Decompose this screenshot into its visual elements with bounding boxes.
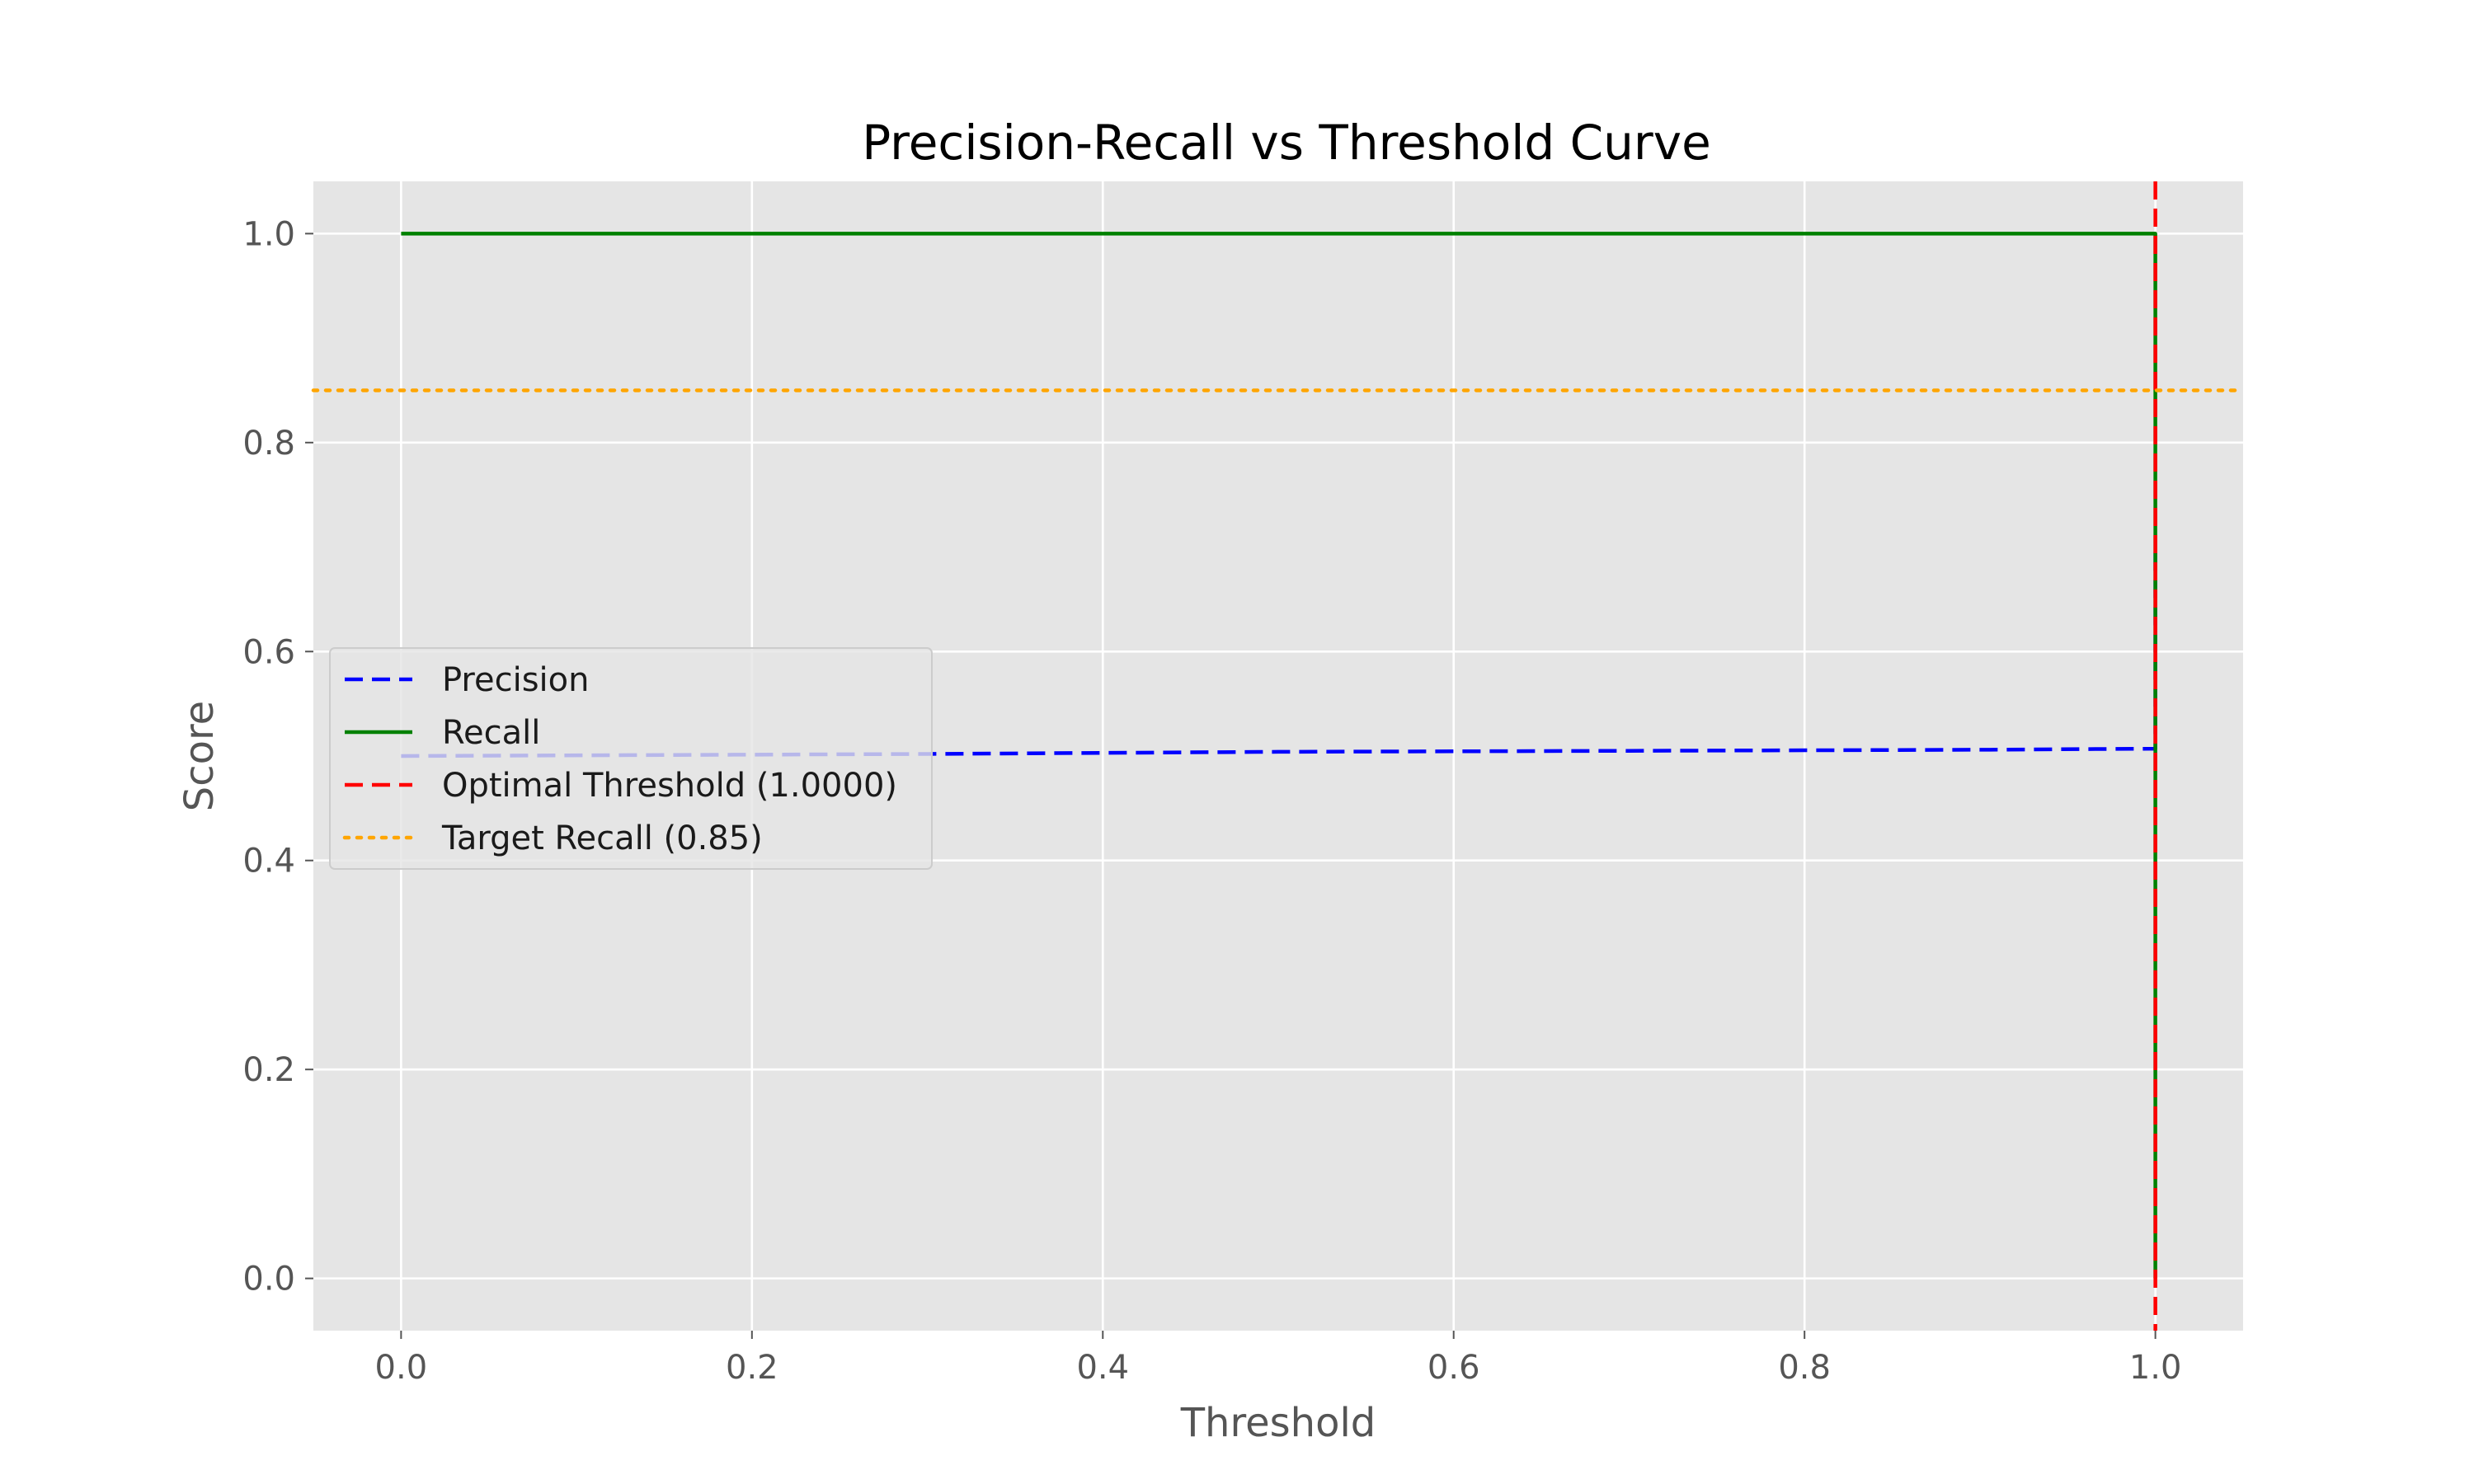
y-axis-label: Score [176, 701, 223, 811]
legend-label: Target Recall (0.85) [441, 819, 763, 857]
y-tick-label: 1.0 [242, 215, 295, 253]
axis-ticks: 0.0 0.2 0.4 0.6 0.8 1.0 0.0 0.2 0.4 0.6 0.8 1.0 [242, 215, 2181, 1387]
chart-title: Precision-Recall vs Threshold Curve [862, 115, 1711, 171]
x-tick-label: 0.8 [1778, 1349, 1831, 1387]
legend-label: Optimal Threshold (1.0000) [442, 767, 897, 805]
y-tick-label: 0.8 [242, 425, 295, 463]
x-axis-label: Threshold [1180, 1400, 1376, 1446]
y-tick-label: 0.0 [242, 1261, 295, 1298]
x-tick-label: 0.0 [375, 1349, 428, 1387]
legend-label: Recall [442, 714, 540, 752]
legend-box [329, 647, 933, 870]
legend: Precision Recall Optimal Threshold (1.0000… [329, 647, 933, 870]
y-tick-label: 0.4 [242, 843, 295, 881]
x-tick-label: 0.4 [1076, 1349, 1129, 1387]
legend-label: Precision [442, 661, 589, 699]
y-tick-label: 0.2 [242, 1051, 295, 1089]
y-tick-label: 0.6 [242, 633, 295, 671]
x-tick-label: 1.0 [2129, 1349, 2182, 1387]
x-tick-label: 0.6 [1427, 1349, 1480, 1387]
x-tick-label: 0.2 [726, 1349, 778, 1387]
